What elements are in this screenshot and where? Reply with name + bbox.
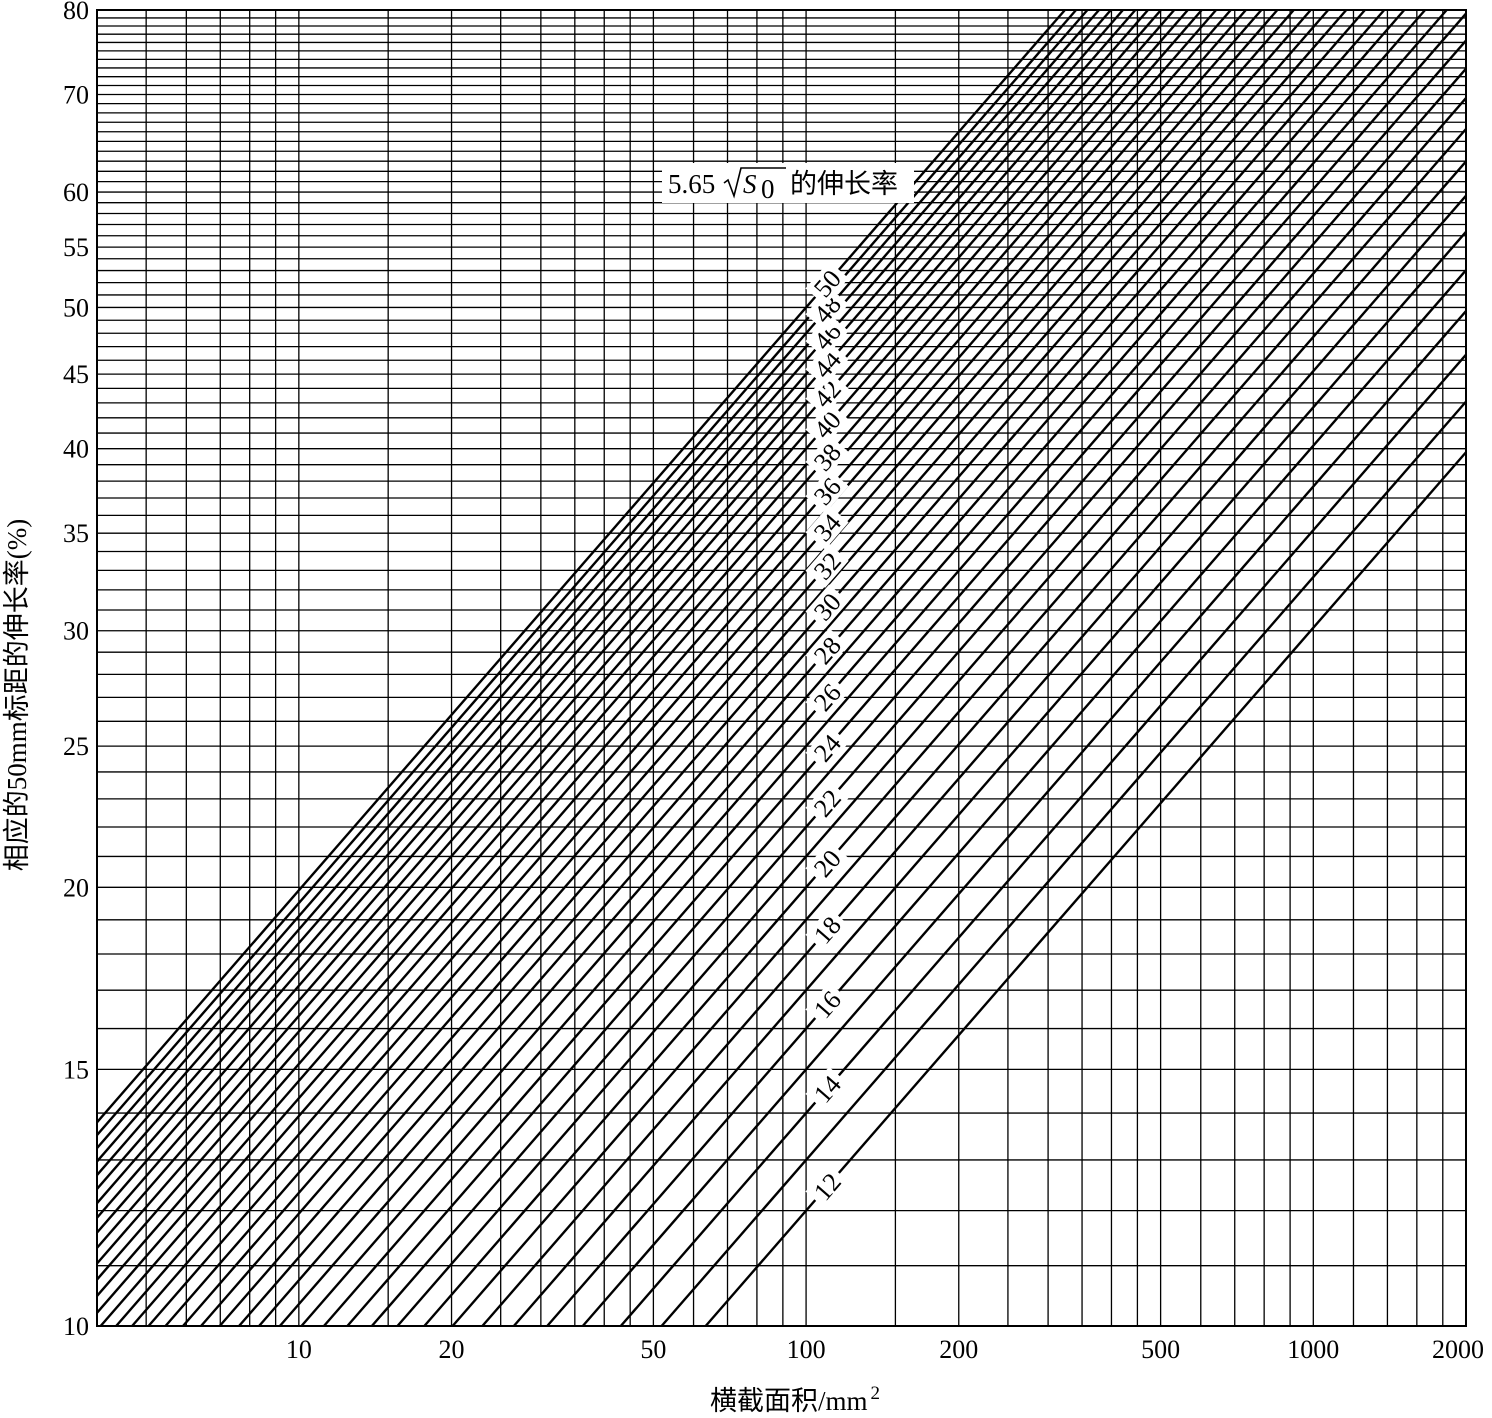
y-tick-label: 40: [63, 435, 89, 464]
series-line-15: [581, 310, 1467, 1327]
series-label-background: [805, 982, 849, 1027]
series-line-14: [619, 353, 1467, 1327]
y-tick-label: 10: [63, 1312, 89, 1341]
series-label-background: [805, 675, 849, 720]
series-line-33: [147, 9, 1295, 1327]
series-line-46: [96, 9, 1112, 1176]
x-tick-label: 500: [1141, 1335, 1180, 1364]
x-axis-label-text: 横截面积/mm: [710, 1386, 868, 1416]
series-line-29: [218, 9, 1366, 1327]
series-line-31: [182, 9, 1330, 1327]
series-label-background: [805, 313, 849, 359]
series-line-40: [96, 9, 1189, 1265]
annotation-prefix: 5.65: [668, 169, 715, 199]
series-line-35: [115, 9, 1263, 1327]
series-label-background: [805, 342, 849, 387]
y-tick-label: 30: [63, 617, 89, 646]
x-tick-label: 1000: [1287, 1335, 1339, 1364]
series-label-background: [805, 1066, 849, 1112]
series-line-48: [96, 9, 1089, 1149]
series-line-26: [278, 9, 1426, 1327]
series-label-background: [805, 584, 849, 629]
y-tick-label: 35: [63, 519, 89, 548]
series-label-background: [805, 287, 849, 332]
y-tick-label: 55: [63, 233, 89, 262]
series-line-20: [423, 128, 1467, 1327]
sqrt-symbol: [723, 167, 786, 199]
y-tick-label: 50: [63, 293, 89, 322]
x-tick-labels: 10 20 50 100 200 500 1000 2000: [286, 1335, 1484, 1364]
x-tick-label: 20: [439, 1335, 465, 1364]
series-label-background: [805, 907, 849, 952]
annotation: 5.65 S 0 的伸长率: [662, 163, 914, 204]
series-line-42: [96, 9, 1162, 1234]
series-label-background: [805, 543, 849, 588]
series-label-background: [805, 434, 849, 480]
series-line-17: [512, 231, 1467, 1327]
series-line-36: [99, 9, 1247, 1327]
series-line-39: [96, 9, 1203, 1281]
series-line-44: [96, 9, 1137, 1204]
series-label-background: [805, 725, 849, 770]
series-line-18: [481, 194, 1467, 1327]
series-label-background: [805, 1164, 849, 1209]
y-tick-labels: 10 15 20 25 30 35 40 45 50 55 60 70 80: [63, 0, 89, 1341]
annotation-suffix: 的伸长率: [790, 169, 898, 199]
x-tick-label: 10: [286, 1335, 312, 1364]
annotation-background: [662, 163, 914, 203]
series-line-16: [546, 269, 1467, 1327]
series-label-background: [805, 841, 849, 886]
series-line-37: [96, 9, 1232, 1314]
series-line-28: [238, 9, 1386, 1327]
x-tick-label: 2000: [1432, 1335, 1484, 1364]
series-line-30: [200, 9, 1348, 1327]
x-axis-label-superscript: 2: [871, 1383, 881, 1404]
y-tick-label: 70: [63, 81, 89, 110]
series-label-background: [805, 780, 849, 826]
annotation-subscript: 0: [761, 174, 775, 204]
y-tick-label: 20: [63, 873, 89, 902]
y-tick-label: 15: [63, 1055, 89, 1084]
y-axis-label: 相应的50mm标距的伸长率(%): [2, 519, 32, 871]
y-tick-label: 45: [63, 360, 89, 389]
series-line-22: [370, 67, 1467, 1327]
series-line-19: [451, 160, 1467, 1327]
series-line-38: [96, 9, 1217, 1297]
series-line-32: [164, 9, 1312, 1327]
curves: [96, 9, 1467, 1327]
series-label-background: [805, 261, 849, 306]
series-line-24: [323, 12, 1467, 1327]
series-line-43: [96, 9, 1149, 1219]
x-axis-label: 横截面积/mm 2: [710, 1383, 880, 1416]
y-tick-label: 60: [63, 178, 89, 207]
series-line-13: [660, 400, 1467, 1327]
annotation-symbol: S: [743, 169, 757, 199]
series-line-47: [96, 9, 1100, 1163]
plot-frame: [96, 9, 1467, 1327]
series-label-background: [805, 371, 849, 416]
y-tick-label: 80: [63, 0, 89, 25]
y-tick-label: 25: [63, 732, 89, 761]
series-line-23: [346, 39, 1467, 1327]
series-line-41: [96, 9, 1176, 1249]
series-line-34: [131, 9, 1279, 1327]
x-tick-label: 50: [640, 1335, 666, 1364]
series-line-45: [96, 9, 1124, 1190]
series-line-27: [258, 9, 1406, 1327]
series-line-25: [300, 9, 1448, 1327]
x-tick-label: 200: [939, 1335, 978, 1364]
x-tick-label: 100: [787, 1335, 826, 1364]
series-label-background: [805, 402, 849, 447]
series-label-background: [805, 469, 849, 514]
series-label-background: [805, 628, 849, 673]
series-label-background: [805, 505, 849, 550]
series-line-21: [396, 97, 1467, 1327]
